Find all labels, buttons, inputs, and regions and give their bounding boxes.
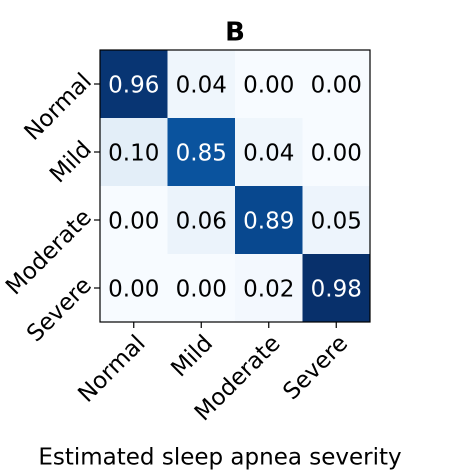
cell-label: 0.00 <box>176 277 227 303</box>
cell-label: 0.04 <box>243 141 294 167</box>
cell-label: 0.85 <box>176 141 227 167</box>
cell <box>235 254 303 322</box>
cell <box>100 50 168 118</box>
cell <box>100 254 168 322</box>
cell-label: 0.00 <box>108 209 159 235</box>
cell <box>235 50 303 118</box>
cell <box>302 254 370 322</box>
cell-label: 0.05 <box>311 209 362 235</box>
cell-label: 0.00 <box>108 277 159 303</box>
cell <box>235 186 303 254</box>
cell <box>302 50 370 118</box>
cell-label: 0.96 <box>108 73 159 99</box>
cell <box>302 186 370 254</box>
y-tick-label: Mild <box>45 136 97 188</box>
cell-label: 0.00 <box>243 73 294 99</box>
chart-title: B <box>225 18 245 48</box>
cell <box>100 186 168 254</box>
cell <box>100 118 168 186</box>
cell <box>302 118 370 186</box>
cell <box>167 50 235 118</box>
cell <box>167 118 235 186</box>
x-axis-label: Estimated sleep apnea severity <box>38 445 401 471</box>
cell-label: 0.00 <box>311 73 362 99</box>
y-tick-label: Normal <box>20 68 97 145</box>
cell <box>235 118 303 186</box>
cell-label: 0.04 <box>176 73 227 99</box>
cell <box>167 254 235 322</box>
x-tick-label: Normal <box>73 330 150 407</box>
plot-frame <box>99 49 371 323</box>
cell <box>167 186 235 254</box>
x-tick-label: Severe <box>278 330 353 405</box>
cell-label: 0.06 <box>176 209 227 235</box>
cell-label: 0.00 <box>311 141 362 167</box>
cell-label: 0.98 <box>311 277 362 303</box>
x-tick-label: Mild <box>166 330 218 382</box>
cell-label: 0.02 <box>243 277 294 303</box>
cell-label: 0.10 <box>108 141 159 167</box>
cell-label: 0.89 <box>243 209 294 235</box>
